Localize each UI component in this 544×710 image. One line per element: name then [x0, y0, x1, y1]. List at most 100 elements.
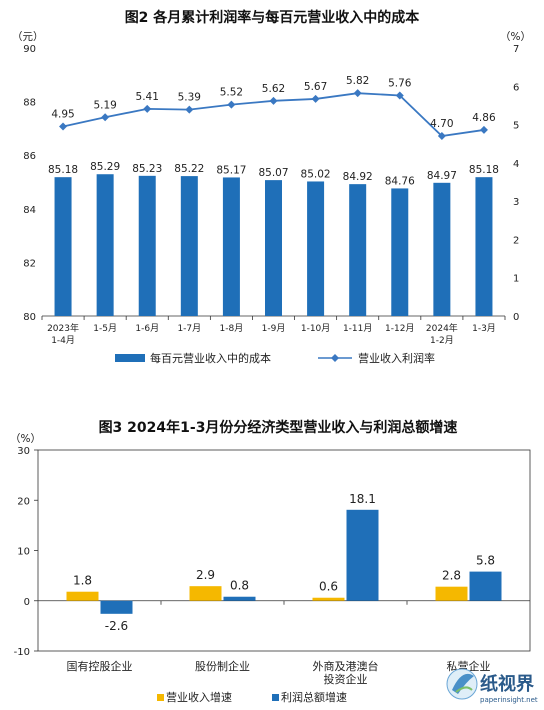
chart2-bar — [66, 591, 99, 601]
chart1-category-label: 1-11月 — [343, 323, 372, 334]
chart1-axes: 80 82 84 86 88 90 0 1 2 3 4 5 6 7 — [23, 44, 519, 323]
chart1-line-label: 5.67 — [304, 81, 327, 93]
chart1-left-tick-label: 80 — [23, 312, 36, 323]
chart1-line-label: 5.39 — [178, 92, 201, 104]
chart1-category-label: 1-10月 — [301, 323, 330, 334]
chart2-bar-label: 0.6 — [319, 580, 338, 594]
chart2-category-label: 投资企业 — [324, 672, 368, 686]
chart1-line-point — [311, 94, 320, 103]
chart1-right-tick-label: 1 — [513, 274, 519, 285]
chart2-y-tick-label: 10 — [17, 547, 30, 558]
chart1-category-label: 2023年 — [47, 322, 79, 334]
chart2-bar-label: 1.8 — [73, 574, 92, 588]
chart1-bar-label: 84.97 — [427, 170, 457, 182]
chart2-bar — [435, 586, 468, 601]
chart1-bar — [222, 177, 240, 316]
chart1-bar — [96, 174, 114, 316]
chart-cost-profit-margin: 图2 各月累计利润率与每百元营业收入中的成本 （元） （%） 808284868… — [12, 9, 531, 365]
chart1-category-label: 2024年 — [426, 322, 458, 334]
chart1-left-tick-label: 88 — [23, 98, 36, 109]
chart1-bar — [433, 182, 451, 316]
chart1-left-tick-label: 82 — [23, 258, 36, 269]
chart2-bar-label: 0.8 — [230, 579, 249, 593]
chart1-right-tick-label: 6 — [513, 82, 519, 93]
chart1-category-label: 1-7月 — [177, 323, 201, 334]
chart1-line-label: 5.62 — [262, 83, 285, 95]
chart1-line-point — [353, 89, 362, 98]
chart2-axes: -10 0 10 20 30 — [14, 446, 531, 658]
chart1-bars: 85.18 85.29 85.23 85.22 85.17 85.07 85.02 84.92… — [48, 161, 499, 316]
chart2-y-tick-label: 30 — [17, 446, 30, 457]
legend-label-profit: 利润总额增速 — [281, 690, 347, 704]
chart2-legend: 营业收入增速 利润总额增速 — [157, 690, 347, 704]
chart1-line-label: 5.76 — [388, 77, 412, 89]
watermark-text: 纸视界 — [480, 673, 534, 695]
paperinsight-logo-icon — [446, 668, 478, 700]
chart2-bar-label: -2.6 — [105, 619, 128, 633]
chart1-category-label: 1-12月 — [385, 323, 414, 334]
legend-label-cost: 每百元营业收入中的成本 — [150, 351, 271, 365]
watermark-subtext: paperinsight.net — [480, 696, 538, 704]
chart2-bar — [100, 600, 133, 614]
chart2-bar — [312, 597, 345, 601]
chart1-line-point — [395, 91, 404, 100]
chart1-line-label: 4.86 — [472, 112, 496, 124]
chart1-left-unit: （元） — [12, 31, 44, 43]
chart1-bar-label: 85.22 — [174, 163, 204, 175]
chart2-bar — [189, 586, 222, 601]
chart1-line-label: 4.70 — [430, 118, 453, 130]
chart1-bar — [391, 188, 409, 316]
chart1-right-tick-label: 4 — [513, 159, 519, 170]
chart1-right-tick-label: 7 — [513, 44, 519, 55]
chart1-legend: 每百元营业收入中的成本 营业收入利润率 — [115, 351, 435, 365]
chart2-bar — [223, 596, 256, 601]
chart1-bar-label: 85.29 — [90, 161, 120, 173]
chart1-line-point — [227, 100, 236, 109]
chart2-bars: 1.8 2.9 0.6 2.8 -2.6 0.8 18.1 5.8 — [66, 492, 502, 633]
chart2-unit: （%） — [10, 433, 41, 445]
legend-swatch-profit — [272, 694, 279, 701]
chart2-title: 图3 2024年1-3月份分经济类型营业收入与利润总额增速 — [99, 419, 458, 436]
chart1-line-label: 5.41 — [136, 91, 159, 103]
chart1-line-point — [143, 104, 152, 113]
chart2-bar-label: 2.8 — [442, 569, 461, 583]
chart2-bar — [346, 509, 379, 601]
chart1-bar — [307, 181, 325, 316]
chart1-left-tick-label: 86 — [23, 151, 36, 162]
watermark: 纸视界 paperinsight.net — [446, 668, 538, 704]
chart1-category-label: 1-4月 — [51, 335, 75, 346]
chart1-bar-label: 85.17 — [216, 164, 246, 176]
chart1-line-label: 5.52 — [220, 87, 243, 99]
chart1-line-point — [269, 96, 278, 105]
chart1-line-point — [185, 105, 194, 114]
chart1-bar — [180, 176, 198, 316]
chart1-bar-label: 85.23 — [132, 163, 162, 175]
legend-label-revenue: 营业收入增速 — [166, 690, 232, 704]
chart1-bar — [138, 175, 156, 316]
chart1-category-label: 1-2月 — [430, 335, 454, 346]
chart-growth-by-ownership: 图3 2024年1-3月份分经济类型营业收入与利润总额增速 （%） -10 0 10… — [10, 419, 531, 704]
chart1-category-label: 1-6月 — [135, 323, 159, 334]
chart1-category-label: 1-3月 — [472, 323, 496, 334]
chart2-bar-label: 5.8 — [476, 554, 495, 568]
chart2-category-label: 国有控股企业 — [67, 659, 133, 673]
chart1-category-label: 1-8月 — [220, 323, 244, 334]
chart2-y-tick-label: 0 — [24, 597, 30, 608]
chart1-bar — [475, 177, 493, 316]
chart1-line-label: 4.95 — [51, 108, 74, 120]
chart1-right-unit: （%） — [500, 31, 531, 43]
chart1-bar-label: 85.18 — [48, 164, 78, 176]
legend-label-margin: 营业收入利润率 — [358, 351, 435, 365]
chart1-category-label: 1-9月 — [262, 323, 286, 334]
chart1-bar-label: 85.18 — [469, 164, 499, 176]
chart1-line-label: 5.19 — [93, 99, 116, 111]
chart1-right-tick-label: 5 — [513, 121, 519, 132]
chart1-left-tick-label: 90 — [23, 44, 36, 55]
chart2-bar-label: 2.9 — [196, 568, 215, 582]
chart1-bar-label: 85.07 — [258, 167, 288, 179]
legend-marker-margin — [331, 354, 339, 362]
chart1-line-point — [59, 122, 68, 131]
chart2-bar-label: 18.1 — [349, 492, 376, 506]
